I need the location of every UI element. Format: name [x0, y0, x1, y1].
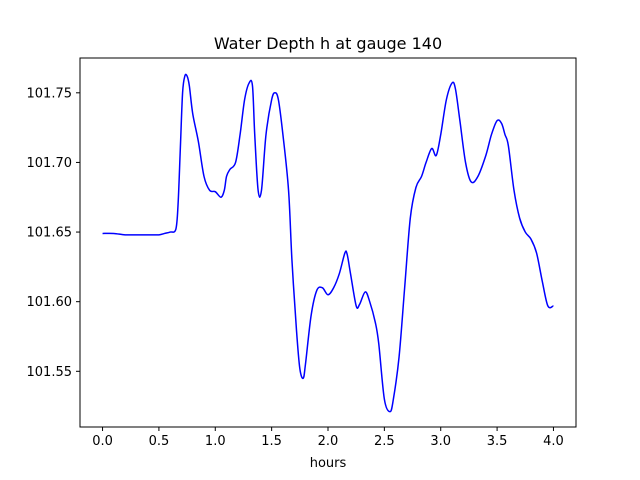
- y-axis: 101.55 101.60 101.65 101.70 101.75: [27, 86, 80, 380]
- plot-area: [79, 57, 577, 428]
- x-tick-label: 1.0: [205, 434, 226, 449]
- x-tick-label: 4.0: [543, 434, 564, 449]
- x-tick-label: 2.0: [318, 434, 339, 449]
- x-tick-label: 2.5: [374, 434, 395, 449]
- y-tick-label: 101.70: [27, 156, 73, 171]
- x-tick-label: 0.5: [149, 434, 170, 449]
- series-line: [102, 73, 554, 413]
- x-axis: 0.0 0.5 1.0 1.5 2.0 2.5 3.0 3.5 4.0: [92, 427, 564, 449]
- y-tick-label: 101.65: [27, 226, 73, 241]
- x-tick-label: 3.5: [487, 434, 508, 449]
- y-tick-label: 101.55: [27, 365, 73, 380]
- x-axis-label: hours: [310, 456, 347, 471]
- y-tick-label: 101.60: [27, 295, 73, 310]
- y-tick-label: 101.75: [27, 86, 73, 101]
- x-tick-label: 1.5: [261, 434, 282, 449]
- x-tick-label: 0.0: [92, 434, 113, 449]
- chart-title: Water Depth h at gauge 140: [214, 34, 442, 53]
- x-tick-label: 3.0: [430, 434, 451, 449]
